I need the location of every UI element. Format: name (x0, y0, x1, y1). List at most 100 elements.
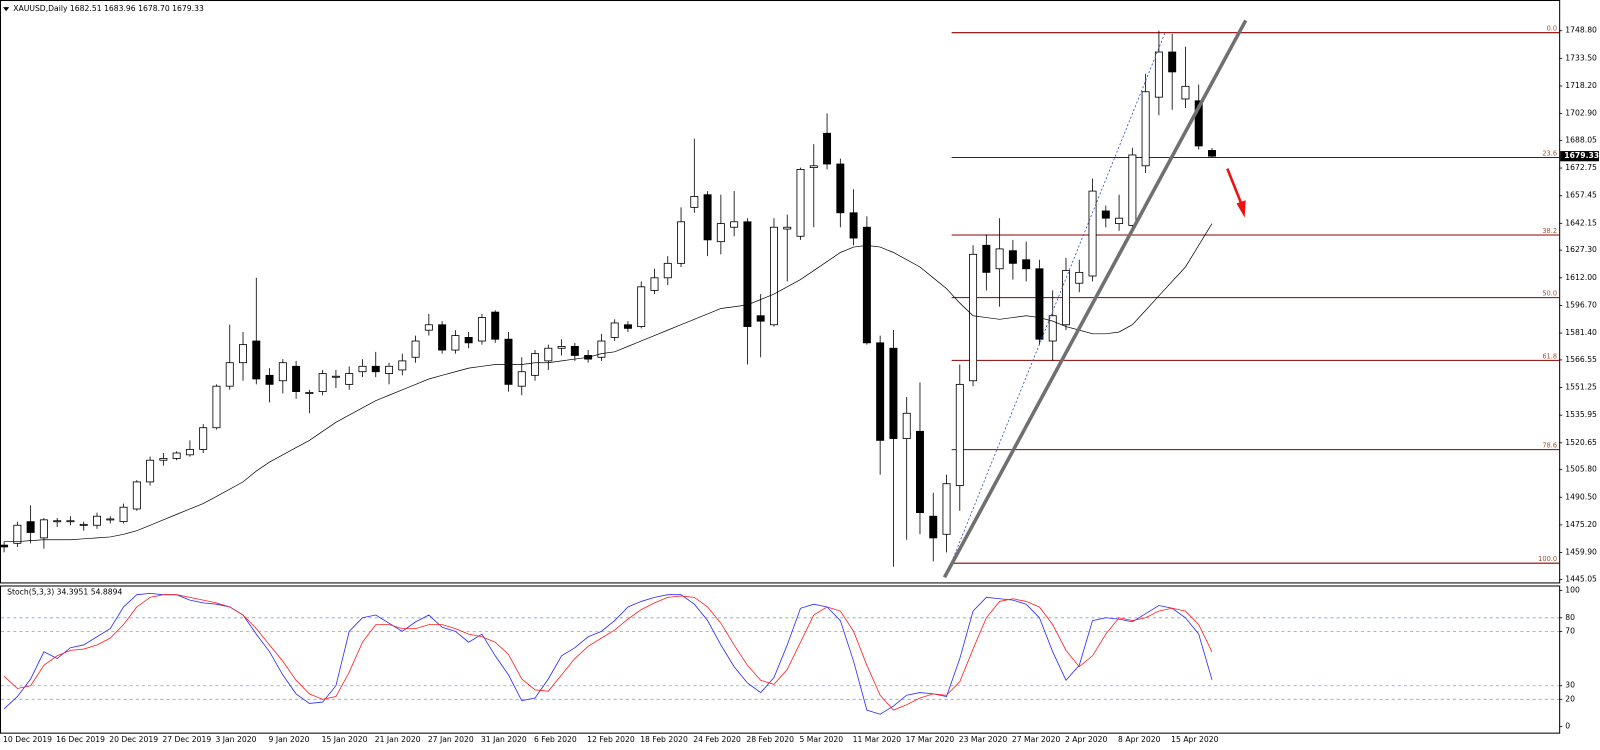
candle-body (1048, 315, 1057, 342)
x-tick-label: 24 Feb 2020 (693, 735, 741, 744)
candle-body (13, 524, 22, 544)
candle-body (716, 223, 725, 243)
fib-label: 100.0 (1538, 555, 1557, 563)
x-tick-label: 20 Dec 2019 (109, 735, 158, 744)
candle-body (159, 458, 168, 461)
candle-body (318, 373, 327, 393)
candle-body (544, 347, 553, 362)
y-tick-label: 1596.70 (1565, 300, 1597, 309)
stoch-k-line (3, 592, 1213, 715)
y-tick-label: 1748.80 (1565, 26, 1597, 35)
fib-trend-dotted (951, 32, 1166, 563)
y-tick-label: 1520.65 (1565, 438, 1597, 447)
header-triangle (3, 7, 10, 12)
candle-body (0, 544, 9, 548)
candle-body (902, 412, 911, 439)
candle-body (1141, 91, 1150, 167)
y-tick-label: 1490.50 (1565, 492, 1597, 501)
candle-body (557, 346, 566, 349)
stoch-y-tick-label: 80 (1565, 613, 1575, 622)
candle-body (1181, 85, 1190, 100)
candle-body (358, 365, 367, 373)
candle-body (477, 317, 486, 342)
candle-body (743, 221, 752, 327)
stoch-d-line (3, 594, 1213, 711)
candle-body (1208, 150, 1216, 157)
candle-body (212, 385, 221, 429)
arrow-shaft (1226, 168, 1243, 205)
y-tick-label: 1718.20 (1565, 81, 1597, 90)
y-tick-label: 1657.45 (1565, 191, 1597, 200)
arrow-head (1236, 200, 1246, 218)
x-tick-label: 6 Feb 2020 (534, 735, 577, 744)
candle-body (889, 347, 898, 439)
candle-body (252, 340, 261, 380)
candle-body (331, 375, 340, 378)
x-tick-label: 27 Mar 2020 (1012, 735, 1061, 744)
candle-body (663, 262, 672, 279)
stoch-y-tick-label: 70 (1565, 626, 1575, 635)
candle-body (1035, 268, 1044, 340)
y-tick-label: 1702.90 (1565, 109, 1597, 118)
candle-body (265, 374, 274, 385)
candle-body (1194, 100, 1203, 147)
candle-body (703, 194, 712, 241)
fib-label: 38.2 (1542, 227, 1557, 235)
candle-body (1115, 217, 1124, 225)
x-tick-label: 27 Dec 2019 (162, 735, 211, 744)
x-tick-label: 15 Jan 2020 (322, 735, 368, 744)
x-tick-label: 5 Mar 2020 (799, 735, 843, 744)
x-tick-label: 16 Dec 2019 (56, 735, 105, 744)
fib-label: 61.8 (1542, 352, 1557, 360)
y-tick-label: 1535.95 (1565, 410, 1597, 419)
candle-body (225, 362, 234, 387)
x-tick-label: 31 Jan 2020 (481, 735, 527, 744)
stoch-y-tick-label: 30 (1565, 681, 1575, 690)
candle-body (172, 452, 181, 459)
candle-body (1168, 51, 1177, 73)
stoch-y-tick-label: 20 (1565, 694, 1575, 703)
candle-body (730, 221, 739, 228)
candle-body (1075, 271, 1084, 284)
stoch-y-tick-label: 100 (1565, 586, 1580, 595)
stoch-title: Stoch(5,3,3) 34.3951 54.8894 (7, 588, 122, 597)
candle-body (1101, 210, 1110, 219)
x-tick-label: 12 Feb 2020 (587, 735, 635, 744)
x-tick-label: 21 Jan 2020 (375, 735, 421, 744)
x-tick-label: 18 Feb 2020 (640, 735, 688, 744)
y-tick-label: 1612.00 (1565, 273, 1597, 282)
levels-layer: 0.0 23.6 38.2 50.0 61.8 78.6 100.0 (951, 25, 1560, 564)
y-tick-label: 1688.05 (1565, 135, 1597, 144)
x-tick-label: 17 Mar 2020 (906, 735, 955, 744)
candle-body (610, 322, 619, 338)
candle-body (796, 169, 805, 237)
candle-body (491, 311, 500, 340)
candle-body (783, 226, 792, 230)
candle-body (199, 427, 208, 450)
x-tick-label: 8 Apr 2020 (1118, 735, 1161, 744)
header: XAUUSD,Daily 1682.51 1683.96 1678.70 167… (13, 4, 204, 13)
candle-body (690, 196, 699, 208)
candle-body (53, 520, 62, 523)
candle-body (942, 483, 951, 535)
candle-body (1008, 250, 1017, 264)
x-tick-label: 28 Feb 2020 (746, 735, 794, 744)
candle-body (650, 277, 659, 291)
candle-body (398, 360, 407, 371)
candle-body (862, 226, 871, 344)
x-tick-label: 11 Mar 2020 (853, 735, 902, 744)
candle-body (119, 506, 128, 523)
stoch-y-tick-label: 0 (1565, 721, 1570, 730)
candle-body (929, 515, 938, 539)
candle-body (504, 338, 513, 385)
candle-body (955, 383, 964, 486)
candle-body (769, 226, 778, 326)
candle-body (278, 362, 287, 382)
candle-body (66, 520, 75, 523)
candle-body (1154, 51, 1163, 98)
x-tick-label: 23 Mar 2020 (959, 735, 1008, 744)
candle-body (982, 244, 991, 273)
candle-body (1088, 190, 1097, 277)
candle-body (876, 342, 885, 441)
